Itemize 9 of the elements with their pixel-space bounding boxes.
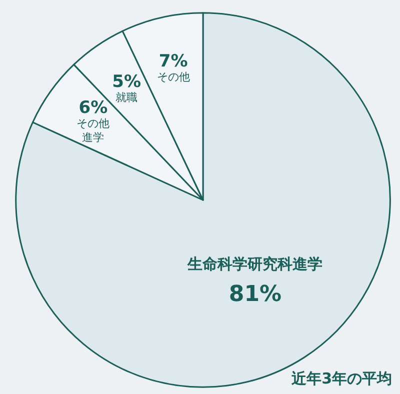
slice-label: 生命科学研究科進学 xyxy=(186,255,323,274)
data-label: 5% xyxy=(112,72,142,92)
slice-label: その他進学 xyxy=(76,116,110,144)
slice-label: 就職 xyxy=(116,91,138,104)
text: 近年3年の平均 xyxy=(290,370,392,388)
data-label: 6% xyxy=(78,98,108,118)
data-label: 7% xyxy=(158,52,188,72)
data-label: 81% xyxy=(228,282,282,308)
slice-label: その他 xyxy=(156,70,190,84)
